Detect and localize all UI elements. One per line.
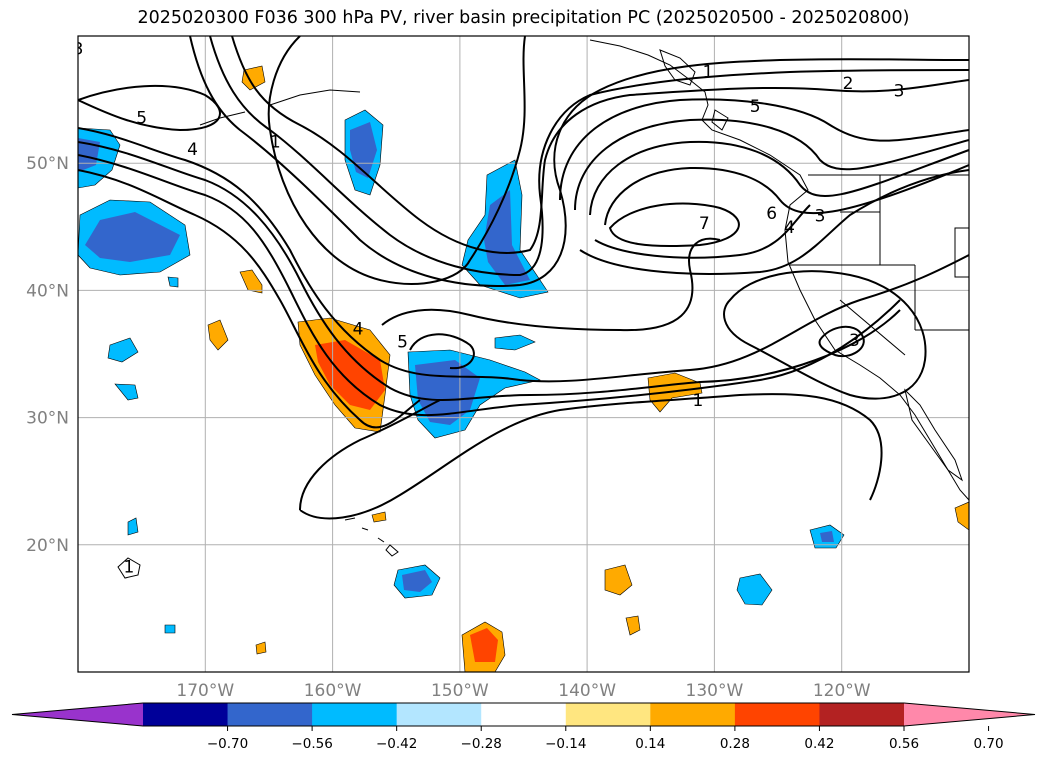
contour-label: 3 xyxy=(815,206,826,226)
contour-label: 5 xyxy=(136,108,147,128)
lon-label-130w: 130°W xyxy=(686,681,744,701)
contour-label: 2 xyxy=(843,74,854,94)
map-border xyxy=(77,35,970,673)
contour-label: 4 xyxy=(353,320,364,340)
colorbar-outline xyxy=(11,702,1036,727)
contour-label: 1 xyxy=(703,63,714,83)
colorbar-segment xyxy=(650,703,736,726)
lat-label-50: 50°N xyxy=(26,154,69,174)
colorbar-segment xyxy=(312,703,398,726)
colorbar-segment xyxy=(227,703,313,726)
colorbar-segment xyxy=(565,703,651,726)
contour-label: 1 xyxy=(270,133,281,153)
lon-label-120w: 120°W xyxy=(813,681,871,701)
contour-label: 1 xyxy=(124,557,135,577)
contour-label: 1 xyxy=(692,391,703,411)
longitude-labels: 170°W 160°W 150°W 140°W 130°W 120°W xyxy=(176,681,870,701)
lon-label-140w: 140°W xyxy=(558,681,616,701)
colorbar-tick-label: 0.56 xyxy=(889,736,919,752)
colorbar-tick-label: −0.56 xyxy=(291,736,332,752)
lon-label-160w: 160°W xyxy=(304,681,362,701)
contour-label: 6 xyxy=(766,204,777,224)
colorbar-tick-label: 0.42 xyxy=(804,736,834,752)
lat-label-30: 30°N xyxy=(26,409,69,429)
lat-label-20: 20°N xyxy=(26,536,69,556)
colorbar-extend-low xyxy=(12,703,143,726)
map-title: 2025020300 F036 300 hPa PV, river basin … xyxy=(137,8,910,28)
colorbar-tick-label: −0.28 xyxy=(461,736,502,752)
colorbar: −0.70 −0.56 −0.42 −0.28 −0.14 0.14 0.28 0.42 0.5… xyxy=(11,702,1036,752)
latitude-labels: 20°N 30°N 40°N 50°N xyxy=(26,154,69,556)
contour-label: 3 xyxy=(73,40,84,60)
colorbar-segment xyxy=(143,703,229,726)
colorbar-tick-label: 0.28 xyxy=(720,736,750,752)
colorbar-segment xyxy=(734,703,820,726)
lon-label-150w: 150°W xyxy=(431,681,489,701)
map-area xyxy=(78,36,969,672)
colorbar-tick-label: −0.70 xyxy=(207,736,248,752)
colorbar-segment xyxy=(819,703,905,726)
colorbar-segment xyxy=(396,703,482,726)
coastlines xyxy=(117,39,969,579)
colorbar-segment xyxy=(481,703,567,726)
contour-label: 3 xyxy=(849,331,860,351)
colorbar-tick-label: −0.42 xyxy=(376,736,417,752)
gridlines xyxy=(78,36,969,672)
pv-contours xyxy=(78,36,969,520)
contour-label: 4 xyxy=(187,140,198,160)
contour-label: 5 xyxy=(750,97,761,117)
contour-label: 5 xyxy=(397,332,408,352)
colorbar-extend-high xyxy=(904,703,1035,726)
lat-label-40: 40°N xyxy=(26,281,69,301)
colorbar-tick-label: 0.70 xyxy=(974,736,1004,752)
colorbar-tick-label: −0.14 xyxy=(545,736,586,752)
contour-label: 7 xyxy=(699,214,710,234)
colorbar-tick-label: 0.14 xyxy=(635,736,665,752)
lon-label-170w: 170°W xyxy=(176,681,234,701)
contour-label: 3 xyxy=(894,82,905,102)
contour-label: 4 xyxy=(784,218,795,238)
